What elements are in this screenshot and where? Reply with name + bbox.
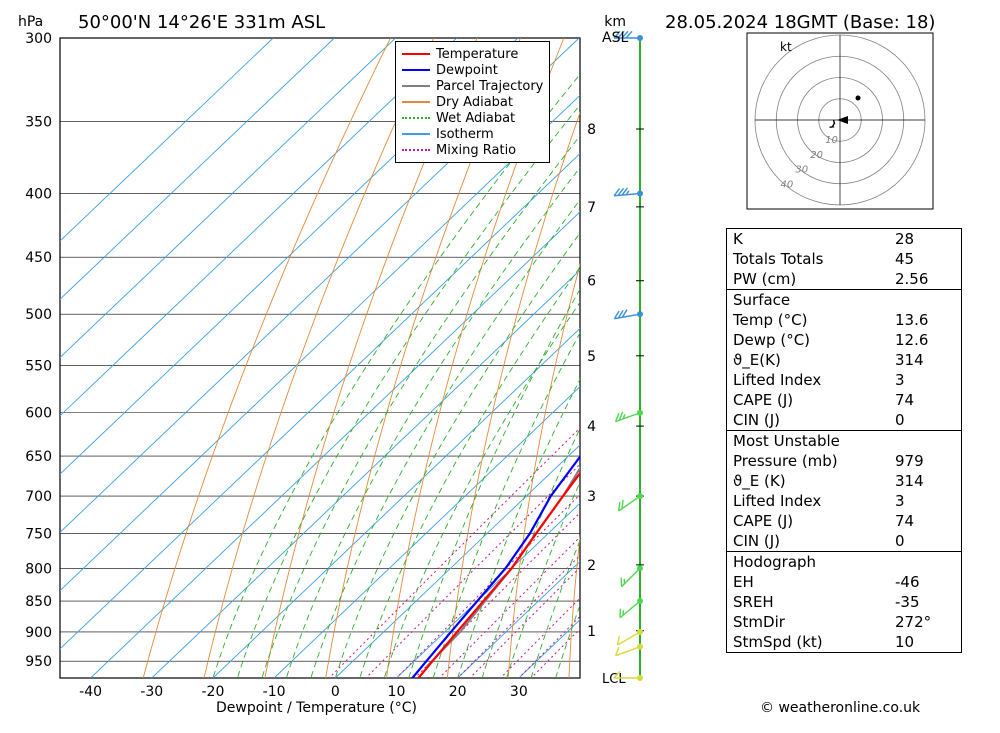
index-value: 10 [895,633,955,651]
index-key: CAPE (J) [733,391,895,409]
index-value: 28 [895,230,955,248]
index-key: PW (cm) [733,270,895,288]
legend-label: Mixing Ratio [436,143,516,158]
index-value: 979 [895,452,955,470]
svg-text:850: 850 [25,594,52,610]
index-value: 13.6 [895,311,955,329]
svg-text:650: 650 [25,449,52,465]
svg-text:20: 20 [449,684,467,700]
svg-text:LCL: LCL [602,672,626,687]
index-value: -35 [895,593,955,611]
location-title: 50°00'N 14°26'E 331m ASL [78,12,325,33]
indices-table: K28Totals Totals45PW (cm)2.56SurfaceTemp… [726,228,962,653]
alt-tick: 1 [587,624,596,640]
index-value: 2.56 [895,270,955,288]
svg-text:600: 600 [25,406,52,422]
index-key: CIN (J) [733,411,895,429]
alt-tick: 3 [587,489,596,505]
index-key: CIN (J) [733,532,895,550]
pressure-unit: hPa [18,14,43,30]
copyright: © weatheronline.co.uk [760,700,920,716]
alt-tick: 4 [587,419,596,435]
svg-text:550: 550 [25,359,52,375]
index-key: Pressure (mb) [733,452,895,470]
legend-label: Dewpoint [436,63,498,78]
index-value: -46 [895,573,955,591]
index-value: 0 [895,532,955,550]
svg-text:500: 500 [25,307,52,323]
svg-text:10: 10 [825,135,838,146]
index-key: Lifted Index [733,492,895,510]
svg-text:4: 4 [677,393,685,407]
index-value: 3 [895,371,955,389]
svg-text:400: 400 [25,187,52,203]
svg-text:-30: -30 [140,684,163,700]
index-key: Lifted Index [733,371,895,389]
index-key: SREH [733,593,895,611]
index-value: 12.6 [895,331,955,349]
svg-text:2: 2 [628,393,636,407]
legend: TemperatureDewpointParcel TrajectoryDry … [395,41,550,163]
index-value: 0 [895,411,955,429]
alt-tick: 8 [587,122,596,138]
index-value: 314 [895,472,955,490]
svg-text:-40: -40 [79,684,102,700]
index-value: 3 [895,492,955,510]
svg-text:-20: -20 [202,684,225,700]
svg-text:1: 1 [592,393,600,407]
index-key: ϑ_E(K) [733,351,895,369]
legend-label: Temperature [436,47,518,62]
index-section: Most Unstable [727,430,961,451]
index-value: 74 [895,512,955,530]
x-axis-label: Dewpoint / Temperature (°C) [216,700,417,716]
index-key: Temp (°C) [733,311,895,329]
svg-text:300: 300 [25,31,52,47]
svg-text:900: 900 [25,625,52,641]
alt-tick: 7 [587,200,596,216]
svg-text:30: 30 [795,165,808,176]
index-key: EH [733,573,895,591]
index-section: Surface [727,289,961,310]
index-section: Hodograph [727,551,961,572]
svg-text:30: 30 [510,684,528,700]
alt-tick: 5 [587,349,596,365]
index-key: CAPE (J) [733,512,895,530]
svg-text:10: 10 [388,684,406,700]
index-key: StmSpd (kt) [733,633,895,651]
svg-text:950: 950 [25,654,52,670]
alt-tick: 6 [587,274,596,290]
legend-label: Dry Adiabat [436,95,513,110]
altitude-unit: km ASL [602,14,628,46]
legend-label: Wet Adiabat [436,111,515,126]
index-key: Totals Totals [733,250,895,268]
svg-text:-10: -10 [263,684,286,700]
legend-label: Parcel Trajectory [436,79,543,94]
index-value: 74 [895,391,955,409]
svg-text:6: 6 [702,393,710,407]
index-key: StmDir [733,613,895,631]
svg-text:800: 800 [25,561,52,577]
svg-text:0: 0 [331,684,340,700]
legend-label: Isotherm [436,127,494,142]
svg-text:450: 450 [25,250,52,266]
alt-tick: 2 [587,558,596,574]
index-value: 45 [895,250,955,268]
svg-text:350: 350 [25,114,52,130]
svg-text:700: 700 [25,489,52,505]
svg-text:20: 20 [810,150,823,161]
index-value: 272° [895,613,955,631]
datetime-title: 28.05.2024 18GMT (Base: 18) [665,12,935,33]
index-key: Dewp (°C) [733,331,895,349]
index-value: 314 [895,351,955,369]
index-key: K [733,230,895,248]
index-key: ϑ_E (K) [733,472,895,490]
svg-text:3: 3 [659,393,667,407]
svg-text:40: 40 [781,180,794,191]
svg-text:750: 750 [25,526,52,542]
hodograph-unit: kt [780,40,792,54]
